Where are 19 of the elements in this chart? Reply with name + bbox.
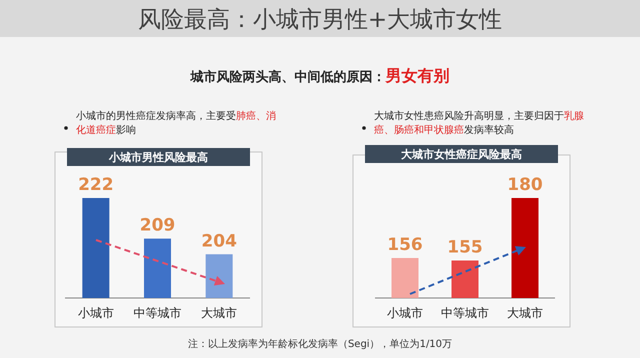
- text: 注：以上发病率为年龄标化发病率（Segi），单位为1/10万: [186, 338, 454, 351]
- data-label: 222: [78, 175, 114, 195]
- text: 风险最高：小城市男性+大城市女性: [136, 6, 504, 35]
- chart-title: 小城市男性风险最高: [108, 151, 208, 164]
- data-label: 180: [507, 175, 543, 195]
- data-label: 204: [201, 231, 238, 252]
- data-label: 209: [140, 216, 176, 236]
- text: 城市风险两头高、中间低的原因：男女有别: [189, 66, 450, 87]
- x-tick-label: 小城市: [387, 306, 423, 320]
- chart-title: 大城市女性癌症风险最高: [401, 148, 522, 161]
- x-tick-label: 中等城市: [134, 306, 182, 320]
- data-label: 155: [447, 238, 483, 258]
- text: 大城市女性患癌风险升高明显，主要归因于乳腺癌、肠癌和甲状腺癌发病率较高: [374, 111, 584, 136]
- text: 小城市的男性癌症发病率高，主要受肺癌、消化道癌症影响: [76, 111, 276, 136]
- x-tick-label: 小城市: [78, 306, 114, 320]
- x-tick-label: 大城市: [507, 306, 543, 320]
- data-label: 156: [387, 235, 423, 255]
- x-tick-label: 大城市: [201, 306, 238, 320]
- x-tick-label: 中等城市: [441, 306, 489, 320]
